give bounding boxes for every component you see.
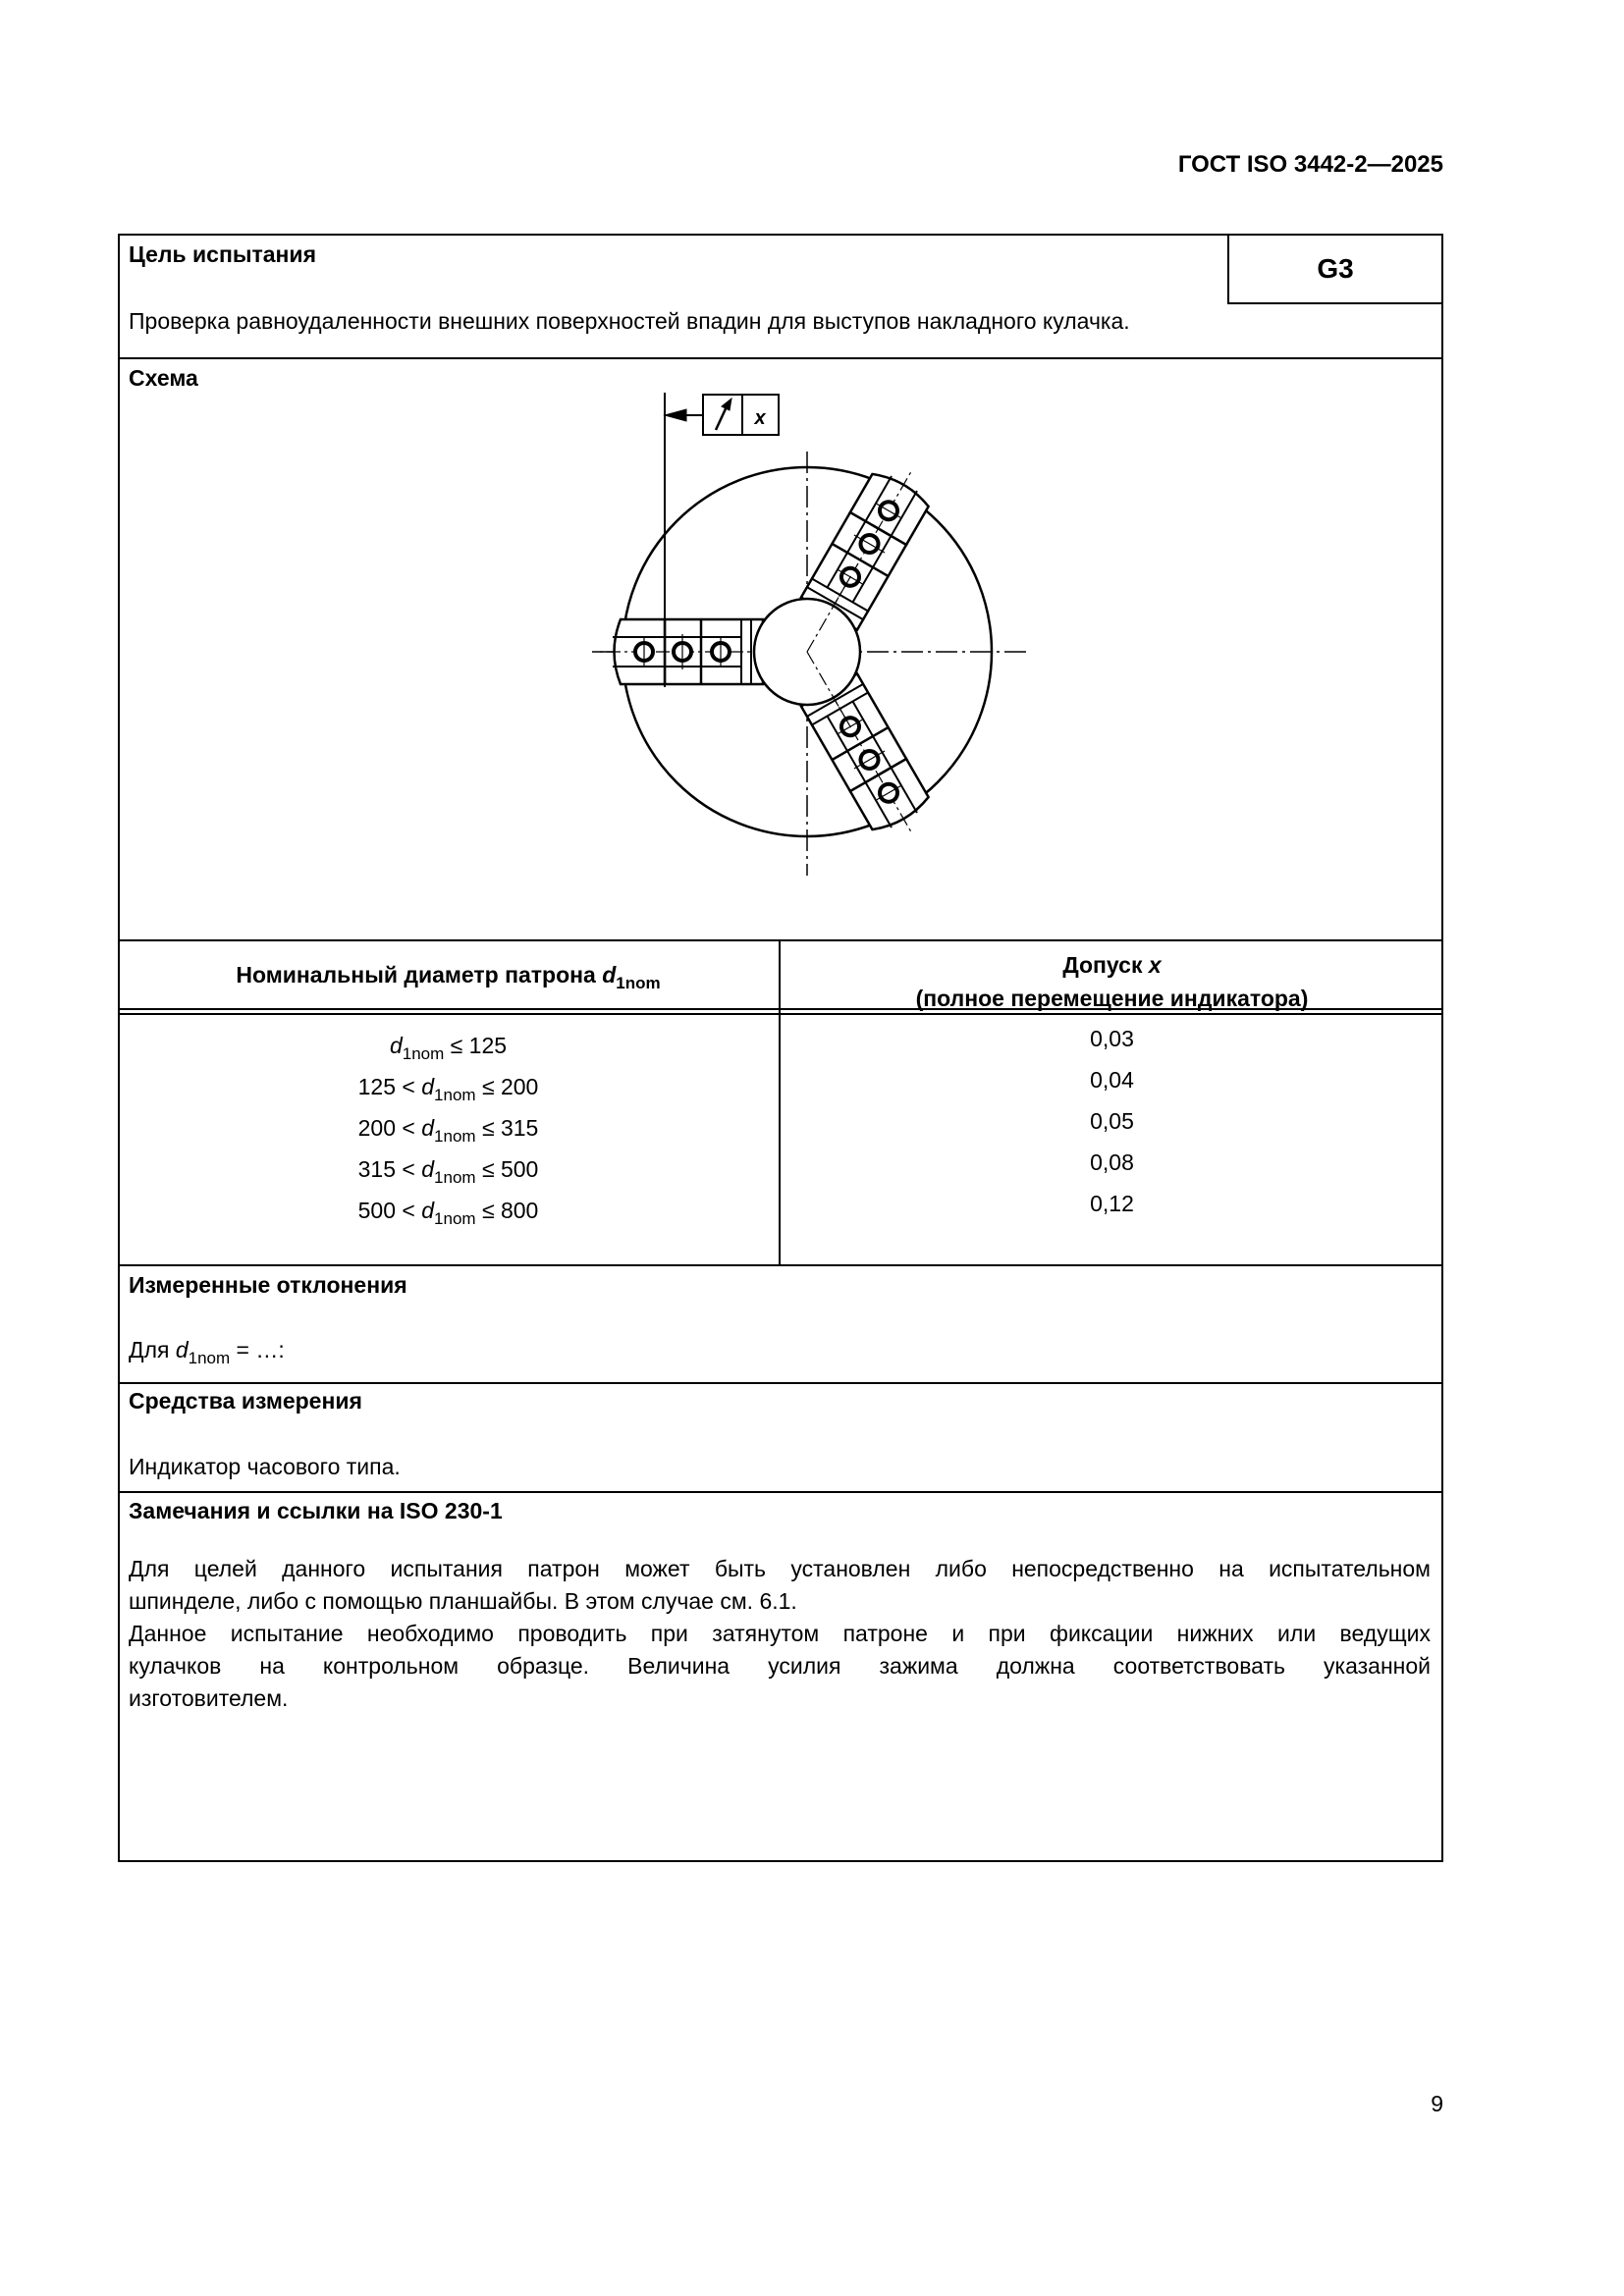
col-header-diameter: Номинальный диаметр патрона d1nom [236,962,661,992]
remarks-line: Данное испытание необходимо проводить пр… [129,1621,1431,1646]
divider [118,1382,1443,1384]
divider [118,1491,1443,1493]
remarks-line: изготовителем. [129,1685,289,1711]
chuck-diagram: x [592,393,1026,876]
divider [118,357,1443,359]
test-sheet-frame [118,234,1443,1862]
table-row-diameter: 315 < d1nom ≤ 500 [357,1156,539,1187]
divider [118,1013,1443,1015]
table-row-tolerance: 0,03 [1090,1026,1134,1051]
remarks-line: Для целей данного испытания патрон может… [129,1556,1431,1581]
measured-value: Для d1nom = …: [129,1337,285,1367]
purpose-text: Проверка равноудаленности внешних поверх… [129,308,1130,334]
tolerance-indicator: x [663,393,780,687]
table-row-tolerance: 0,12 [1090,1191,1134,1216]
table-row-diameter: 200 < d1nom ≤ 315 [357,1115,539,1146]
tolerance-column: 0,03 0,04 0,05 0,08 0,12 [781,1018,1443,1224]
instruments-text: Индикатор часового типа. [129,1454,401,1479]
divider [118,1008,1443,1010]
jaw-left [597,617,770,686]
document-id: ГОСТ ISO 3442-2—2025 [1177,151,1443,178]
test-code-box: G3 [1227,234,1443,304]
remarks-text: Для целей данного испытания патрон может… [129,1553,1431,1715]
col-header-tolerance: Допуск x (полное перемещение индикатора) [915,952,1309,1011]
divider [118,939,1443,941]
table-row-diameter: 500 < d1nom ≤ 800 [357,1198,539,1228]
table-row-tolerance: 0,05 [1090,1108,1134,1134]
column-divider [779,940,781,1265]
table-row-tolerance: 0,04 [1090,1067,1134,1093]
remarks-line: шпинделе, либо с помощью планшайбы. В эт… [129,1588,797,1614]
measured-label: Измеренные отклонения [129,1272,407,1298]
scheme-label: Схема [129,365,198,391]
page-number: 9 [1431,2091,1443,2116]
table-row-tolerance: 0,08 [1090,1149,1134,1175]
table-row-diameter: 125 < d1nom ≤ 200 [357,1074,539,1104]
divider [118,1264,1443,1266]
purpose-label: Цель испытания [129,241,316,267]
remarks-label: Замечания и ссылки на ISO 230-1 [129,1498,503,1523]
instruments-label: Средства измерения [129,1388,362,1414]
remarks-line: кулачков на контрольном образце. Величин… [129,1653,1431,1679]
diameter-column: d1nom ≤ 125 125 < d1nom ≤ 200 200 < d1no… [118,1025,779,1231]
table-row-diameter: d1nom ≤ 125 [389,1033,508,1063]
tolerance-symbol: x [753,407,766,429]
